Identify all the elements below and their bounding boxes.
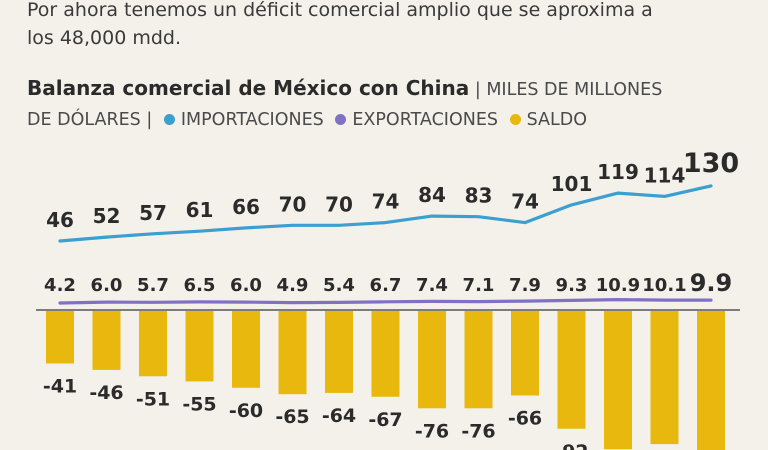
balance-bar-14 (650, 311, 679, 445)
balance-bar-8 (371, 311, 400, 397)
exports-label-7: 5.4 (323, 275, 355, 296)
balance-bar-10 (464, 311, 493, 409)
legend-imports: IMPORTACIONES (180, 110, 324, 130)
exports-label-12: 9.3 (556, 275, 588, 296)
legend-balance: SALDO (526, 110, 587, 130)
balance-label-12: -92 (554, 441, 588, 450)
balance-bar-7 (325, 311, 353, 393)
exports-legend-dot-icon (335, 114, 347, 125)
exports-label-2: 6.0 (91, 275, 123, 296)
balance-bar-12 (557, 311, 586, 429)
imports-label-1: 46 (46, 208, 74, 232)
balance-label-4: -55 (182, 393, 216, 415)
imports-line (58, 184, 713, 243)
intro-line-2: los 48,000 mdd. (27, 27, 182, 49)
legend-separator: | (474, 80, 481, 100)
balance-label-1: -41 (43, 375, 77, 397)
units-label-2: DE DÓLARES (27, 110, 141, 130)
imports-label-10: 83 (465, 184, 493, 208)
imports-label-5: 66 (232, 195, 260, 219)
chart-legend: Balanza comercial de México con China | … (27, 73, 762, 135)
exports-line (58, 298, 713, 305)
chart-title: Balanza comercial de México con China (27, 76, 470, 100)
balance-label-5: -60 (229, 400, 263, 422)
exports-label-15: 9.9 (690, 269, 733, 297)
imports-label-11: 74 (511, 190, 539, 214)
balance-legend-dot-icon (509, 114, 521, 125)
balance-bar-2 (92, 311, 121, 370)
imports-label-7: 70 (325, 192, 353, 216)
imports-label-2: 52 (93, 204, 121, 228)
balance-bar-1 (46, 311, 74, 364)
balance-bar-6 (278, 311, 307, 395)
exports-label-6: 4.9 (277, 275, 309, 296)
exports-label-8: 6.7 (370, 275, 402, 296)
imports-label-15: 130 (683, 148, 739, 179)
imports-label-12: 101 (551, 172, 593, 196)
exports-label-14: 10.1 (642, 275, 686, 296)
legend-exports: EXPORTACIONES (352, 110, 498, 130)
exports-label-3: 5.7 (137, 275, 169, 296)
imports-label-14: 114 (644, 163, 686, 187)
intro-text: Por ahora tenemos un déficit comercial a… (27, 0, 757, 52)
imports-label-3: 57 (139, 201, 167, 225)
balance-label-11: -66 (508, 407, 542, 429)
imports-label-8: 74 (372, 190, 400, 214)
balance-label-8: -67 (368, 409, 402, 431)
intro-line-1: Por ahora tenemos un déficit comercial a… (27, 0, 653, 21)
balance-label-7: -64 (322, 405, 356, 427)
imports-label-4: 61 (186, 198, 214, 222)
exports-label-4: 6.5 (184, 275, 216, 296)
balance-bar-13 (604, 311, 632, 450)
balance-bar-15 (697, 311, 725, 450)
balance-bar-11 (511, 311, 539, 396)
balance-bar-3 (139, 311, 167, 377)
exports-label-10: 7.1 (463, 275, 495, 296)
balance-bar-9 (418, 311, 446, 409)
exports-label-1: 4.2 (44, 275, 76, 296)
balance-label-9: -76 (415, 420, 449, 442)
balance-label-3: -51 (136, 388, 170, 410)
imports-label-6: 70 (279, 192, 307, 216)
balance-label-10: -76 (461, 420, 495, 442)
balance-bar-4 (185, 311, 214, 382)
balance-label-6: -65 (275, 406, 309, 428)
exports-label-11: 7.9 (509, 275, 541, 296)
imports-label-9: 84 (418, 183, 446, 207)
balance-label-2: -46 (89, 382, 123, 404)
imports-label-13: 119 (597, 160, 639, 184)
exports-label-9: 7.4 (416, 275, 448, 296)
units-label-1: MILES DE MILLONES (486, 80, 663, 100)
exports-label-5: 6.0 (230, 275, 262, 296)
balance-bar-5 (232, 311, 260, 388)
exports-label-13: 10.9 (596, 275, 640, 296)
legend-separator: | (146, 110, 153, 130)
imports-legend-dot-icon (163, 114, 175, 125)
